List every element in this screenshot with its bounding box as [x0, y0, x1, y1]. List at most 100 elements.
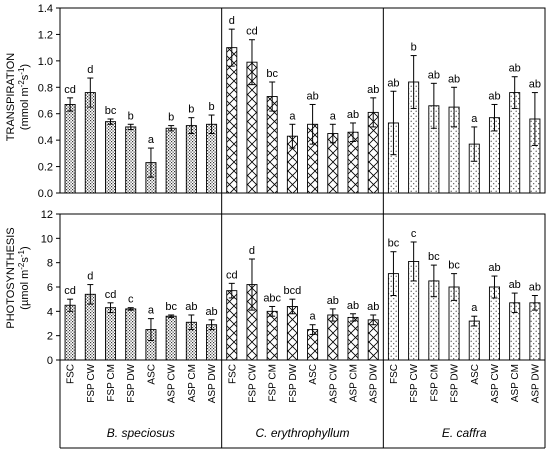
- category-label: FSC: [227, 364, 238, 384]
- error-bar: [511, 76, 518, 109]
- plot-frame: [59, 7, 546, 194]
- category-label: FSP DW: [288, 363, 299, 402]
- y-tick-label: 8: [47, 258, 53, 270]
- error-bar: [269, 305, 276, 317]
- category-label: FSP CM: [429, 364, 440, 402]
- significance-label: cd: [246, 26, 258, 38]
- bar: [64, 104, 76, 194]
- error-bar: [67, 298, 74, 312]
- significance-label: cd: [64, 285, 76, 297]
- bar: [165, 127, 177, 194]
- transpiration-panel: TRANSPIRATION (mmol m-2s-1) 0.0 0.2 0.4 0.6…: [5, 3, 546, 200]
- bar: [529, 302, 541, 361]
- significance-label: ab: [387, 77, 399, 89]
- bar: [105, 307, 117, 361]
- bar: [367, 319, 379, 361]
- y-tick-label: 0.4: [38, 135, 53, 147]
- category-label: FSP CM: [268, 364, 279, 402]
- error-bar: [228, 28, 235, 67]
- error-bar: [188, 314, 195, 331]
- error-bar: [127, 307, 134, 311]
- significance-label: d: [87, 64, 93, 76]
- category-label: ASP DW: [530, 363, 541, 403]
- significance-label: ab: [529, 282, 541, 294]
- significance-label: b: [168, 112, 174, 124]
- error-bar: [430, 82, 437, 129]
- significance-label: cd: [226, 269, 238, 281]
- significance-label: ab: [327, 295, 339, 307]
- error-bar: [107, 302, 114, 314]
- x-axis-area: FSC FSP CW FSP CM FSP DW ASC ASP CW ASP CM ASP …: [59, 193, 546, 449]
- significance-label: a: [148, 305, 155, 317]
- error-bar: [248, 258, 255, 311]
- error-bar: [329, 308, 336, 322]
- error-bar: [491, 275, 498, 299]
- error-bar: [370, 314, 377, 326]
- significance-label: ab: [529, 79, 541, 91]
- species-label: E. caffra: [442, 426, 487, 440]
- y-tick-label: 0.8: [38, 82, 53, 94]
- category-label: ASP CM: [187, 364, 198, 402]
- significance-label: abc: [263, 292, 281, 304]
- error-bar: [370, 97, 377, 128]
- significance-label: bc: [448, 260, 460, 272]
- significance-label: a: [310, 311, 317, 323]
- bar: [226, 47, 238, 194]
- error-bar: [309, 324, 316, 335]
- significance-label: b: [209, 101, 215, 113]
- significance-label: ab: [509, 63, 521, 75]
- photosynthesis-ylabel-unit: (µmol m-2s-1): [17, 246, 31, 309]
- category-label: ASP CW: [490, 363, 501, 403]
- y-tick-label: 4: [47, 306, 53, 318]
- category-label: ASP CM: [510, 364, 521, 402]
- error-bar: [289, 123, 296, 149]
- error-bar: [430, 264, 437, 298]
- y-tick-label: 1.2: [38, 29, 53, 41]
- error-bar: [309, 103, 316, 145]
- significance-label: ab: [306, 90, 318, 102]
- category-label: ASP CW: [328, 363, 339, 403]
- significance-label: c: [128, 294, 134, 306]
- category-label: FSP CW: [86, 363, 97, 402]
- error-bar: [451, 273, 458, 301]
- error-bar: [410, 55, 417, 109]
- transpiration-ylabel-main: TRANSPIRATION: [5, 53, 17, 141]
- y-tick-label: 0.0: [38, 188, 53, 200]
- category-label: ASP CM: [349, 364, 360, 402]
- bar: [286, 306, 298, 361]
- error-bar: [289, 298, 296, 315]
- error-bar: [511, 292, 518, 314]
- y-tick-label: 0.2: [38, 162, 53, 174]
- bar: [468, 320, 480, 361]
- bar: [327, 314, 339, 361]
- error-bar: [390, 90, 397, 156]
- error-bar: [329, 123, 336, 144]
- significance-label: cd: [105, 289, 117, 301]
- significance-label: ab: [488, 262, 500, 274]
- error-bar: [451, 86, 458, 128]
- category-label: FSP CW: [247, 363, 258, 402]
- photosynthesis-panel: PHOTOSYNTHESIS (µmol m-2s-1) 024681012cd…: [5, 209, 546, 367]
- category-label: FSP DW: [126, 363, 137, 402]
- significance-label: a: [289, 110, 296, 122]
- significance-label: c: [411, 228, 417, 240]
- bar: [105, 121, 117, 194]
- category-label: ASP CW: [167, 363, 178, 403]
- significance-label: d: [87, 271, 93, 283]
- y-tick-label: 0: [47, 355, 53, 367]
- plot-frame: [59, 213, 546, 361]
- error-bar: [168, 125, 175, 132]
- error-bar: [390, 251, 397, 297]
- category-label: FSC: [66, 364, 77, 384]
- error-bar: [87, 284, 94, 305]
- species-label: B. speciosus: [107, 426, 175, 440]
- error-bar: [107, 118, 114, 125]
- significance-label: cd: [64, 84, 76, 96]
- significance-label: b: [128, 110, 134, 122]
- error-bar: [208, 319, 215, 331]
- category-label: FSP DW: [450, 363, 461, 402]
- significance-label: a: [471, 302, 478, 314]
- error-bar: [471, 315, 478, 327]
- significance-label: ab: [367, 301, 379, 313]
- bar: [64, 304, 76, 361]
